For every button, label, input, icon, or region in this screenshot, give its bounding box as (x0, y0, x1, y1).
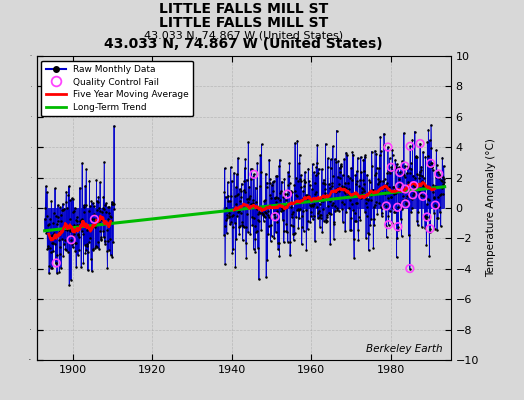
Point (401, 201, 410, 207)
Y-axis label: Temperature Anomaly (°C): Temperature Anomaly (°C) (486, 138, 496, 278)
Point (423, 214, 431, 220)
Legend: Raw Monthly Data, Quality Control Fail, Five Year Moving Average, Long-Term Tren: Raw Monthly Data, Quality Control Fail, … (41, 60, 193, 116)
Point (406, 143, 414, 150)
Point (396, 169, 404, 176)
Point (410, 182, 418, 189)
Point (382, 203, 390, 209)
Point (385, 222, 393, 228)
Point (384, 144, 392, 150)
Point (431, 202, 440, 208)
Point (394, 224, 402, 230)
Point (406, 265, 414, 272)
Point (283, 191, 292, 197)
Point (434, 171, 443, 177)
Point (90, 216, 99, 222)
Point (52, 260, 60, 266)
Point (409, 192, 417, 198)
Text: LITTLE FALLS MILL ST: LITTLE FALLS MILL ST (159, 2, 328, 16)
Point (427, 160, 435, 166)
Point (271, 214, 279, 220)
Point (387, 164, 396, 170)
Text: 43.033 N, 74.867 W (United States): 43.033 N, 74.867 W (United States) (144, 31, 343, 41)
Point (401, 186, 409, 192)
Point (416, 140, 424, 147)
Point (396, 183, 404, 190)
Point (401, 163, 409, 169)
Point (394, 204, 402, 210)
Point (67, 236, 75, 243)
Text: Berkeley Earth: Berkeley Earth (366, 344, 442, 354)
Title: LITTLE FALLS MILL ST
43.033 N, 74.867 W (United States): LITTLE FALLS MILL ST 43.033 N, 74.867 W … (104, 16, 383, 51)
Point (419, 193, 427, 200)
Point (426, 226, 434, 232)
Point (250, 171, 258, 178)
